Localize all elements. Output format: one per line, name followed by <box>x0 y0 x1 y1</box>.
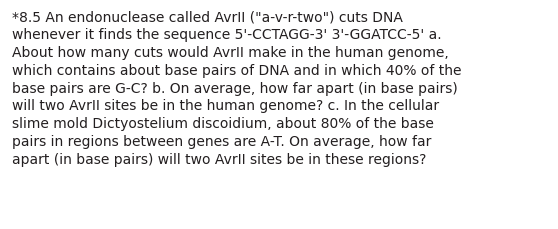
Text: *8.5 An endonuclease called AvrII ("a-v-r-two") cuts DNA
whenever it finds the s: *8.5 An endonuclease called AvrII ("a-v-… <box>12 10 461 166</box>
